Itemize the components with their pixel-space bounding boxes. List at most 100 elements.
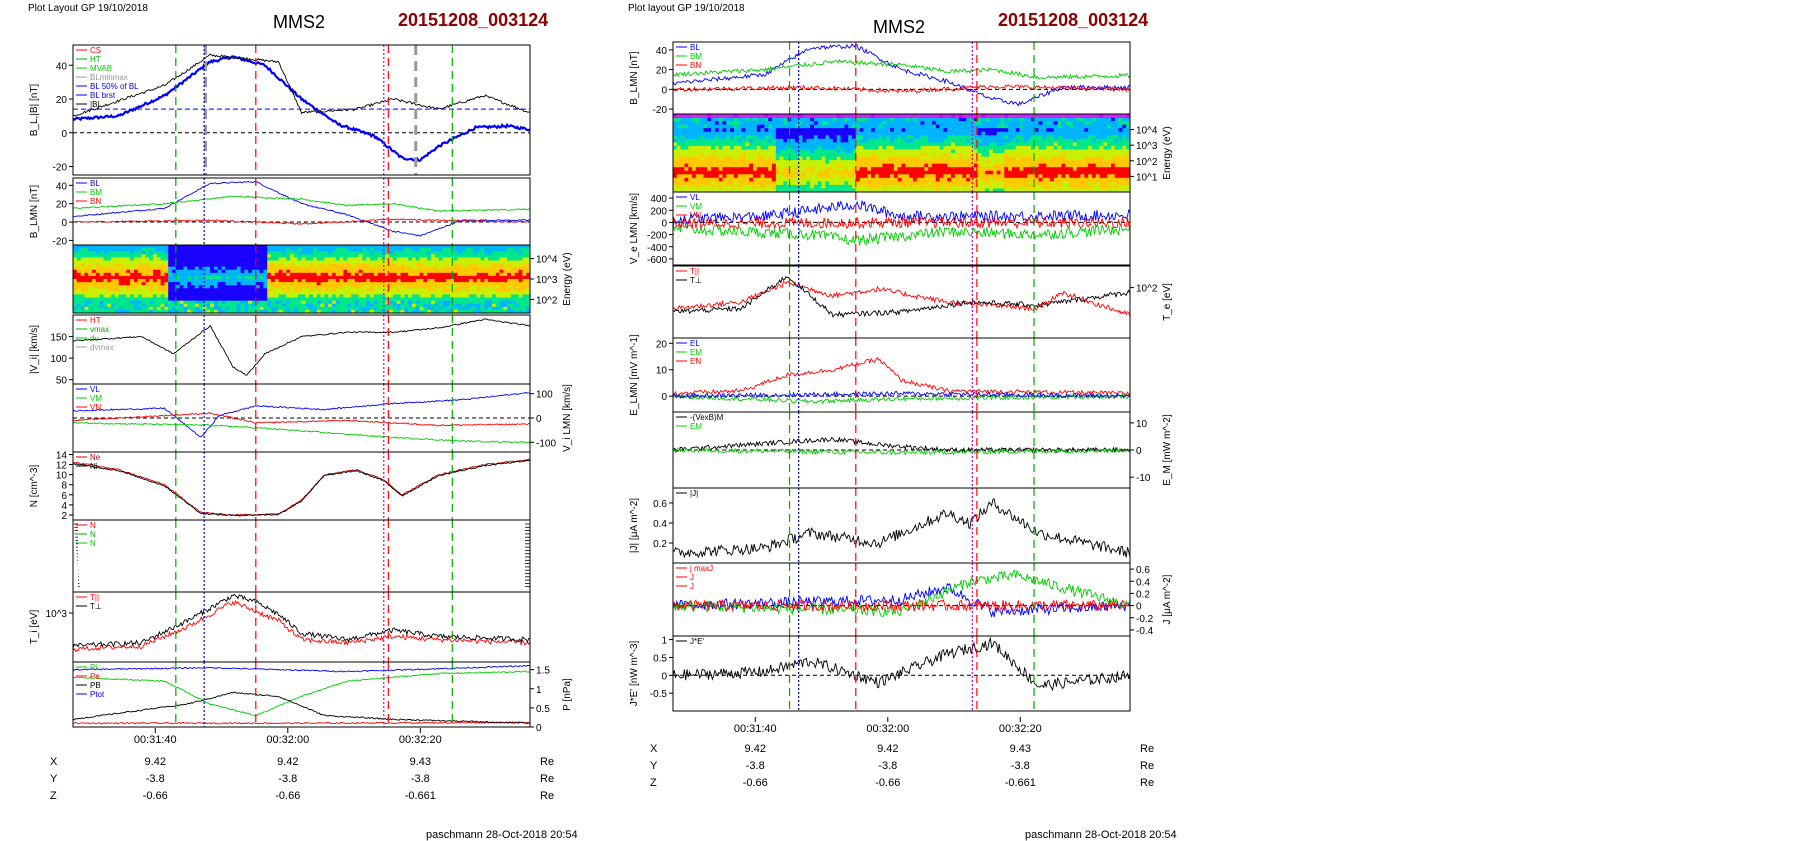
spectrogram-cell (370, 248, 375, 252)
spectrogram-cell (331, 279, 337, 283)
spectrogram-cell (293, 269, 299, 274)
spectrogram-cell (194, 282, 200, 286)
spectrogram-cell (756, 145, 761, 150)
spectrogram-cell (133, 282, 139, 286)
spectrogram-cell (973, 177, 979, 182)
spectrogram-cell (813, 177, 819, 182)
spectrogram-cell (775, 167, 781, 172)
y-axis-label: P [nPa] (562, 678, 573, 711)
spectrogram-cell (297, 309, 302, 314)
spectrogram-cell (244, 272, 249, 277)
spectrogram-cell (871, 170, 876, 175)
spectrogram-cell (373, 297, 379, 302)
spectrogram-cell (905, 156, 910, 161)
spectrogram-cell (244, 263, 249, 268)
spectrogram-cell (832, 124, 838, 129)
spectrogram-cell (73, 260, 78, 264)
spectrogram-cell (400, 282, 405, 286)
spectrogram-cell (973, 188, 979, 193)
spectrogram-cell (821, 177, 826, 182)
spectrogram-cell (507, 248, 512, 252)
spectrogram-cell (688, 177, 693, 182)
panel-R2: 10^410^310^210^1 Energy (eV) (672, 113, 1173, 193)
spectrogram-cell (794, 156, 800, 161)
spectrogram-cell (73, 297, 78, 302)
spectrogram-cell (890, 181, 895, 186)
spectrogram-cell (293, 251, 299, 255)
spectrogram-cell (699, 121, 704, 126)
spectrogram-cell (293, 309, 299, 314)
spectrogram-cell (1011, 117, 1017, 122)
spectrogram-cell (453, 254, 459, 258)
legend-label: T⊥ (90, 602, 102, 611)
spectrogram-cell (156, 297, 161, 302)
spectrogram-cell (267, 282, 272, 286)
spectrogram-cell (779, 160, 784, 165)
spectrogram-cell (935, 128, 940, 133)
spectrogram-cell (267, 257, 272, 261)
spectrogram-cell (248, 245, 253, 249)
spectrogram-cell (225, 245, 230, 249)
spectrogram-cell (316, 279, 321, 283)
spectrogram-cell (194, 260, 200, 264)
spectrogram-cell (331, 266, 337, 271)
spectrogram-cell (1023, 156, 1028, 161)
spectrogram-cell (217, 251, 222, 255)
spectrogram-cell (286, 275, 291, 280)
spectrogram-cell (248, 303, 253, 308)
spectrogram-cell (794, 177, 800, 182)
spectrogram-cell (503, 251, 508, 255)
spectrogram-cell (806, 135, 811, 140)
spectrogram-cell (966, 128, 971, 133)
spectrogram-cell (324, 266, 329, 271)
spectrogram-cell (522, 294, 527, 298)
spectrogram-cell (461, 260, 466, 264)
spectrogram-cell (871, 145, 876, 150)
spectrogram-cell (476, 245, 481, 249)
spectrogram-cell (469, 245, 474, 249)
spectrogram-cell (1000, 131, 1005, 136)
spectrogram-cell (526, 257, 531, 261)
spectrogram-cell (335, 275, 340, 280)
spectrogram-cell (832, 117, 838, 122)
spectrogram-cell (897, 167, 902, 172)
spectrogram-cell (316, 269, 321, 274)
spectrogram-cell (248, 288, 253, 292)
spectrogram-cell (851, 174, 857, 179)
spectrogram-cell (928, 167, 933, 172)
spectrogram-cell (783, 181, 788, 186)
spectrogram-cell (924, 170, 929, 175)
spectrogram-cell (130, 303, 135, 308)
spectrogram-cell (92, 300, 97, 305)
spectrogram-cell (92, 251, 97, 255)
spectrogram-cell (229, 257, 234, 261)
spectrogram-cell (389, 254, 394, 258)
spectrogram-cell (198, 254, 203, 258)
spectrogram-cell (791, 181, 796, 186)
spectrogram-cell (1011, 188, 1017, 193)
spectrogram-cell (947, 163, 952, 168)
spectrogram-cell (745, 142, 750, 147)
spectrogram-cell (99, 272, 104, 277)
spectrogram-cell (309, 297, 314, 302)
spectrogram-cell (848, 163, 853, 168)
spectrogram-cell (943, 135, 948, 140)
spectrogram-cell (370, 266, 375, 271)
spectrogram-cell (168, 279, 173, 283)
spectrogram-cell (897, 135, 902, 140)
spectrogram-cell (130, 260, 135, 264)
spectrogram-cell (202, 306, 207, 311)
spectrogram-cell (699, 181, 704, 186)
spectrogram-cell (76, 248, 82, 252)
spectrogram-cell (893, 142, 899, 147)
spectrogram-cell (282, 257, 287, 261)
spectrogram-cell (453, 248, 459, 252)
spectrogram-cell (347, 291, 352, 295)
spectrogram-cell (491, 275, 497, 280)
spectrogram-cell (878, 135, 883, 140)
spectrogram-cell (206, 272, 211, 277)
spectrogram-cell (430, 285, 436, 289)
spectrogram-cell (867, 170, 872, 175)
spectrogram-cell (434, 260, 439, 264)
